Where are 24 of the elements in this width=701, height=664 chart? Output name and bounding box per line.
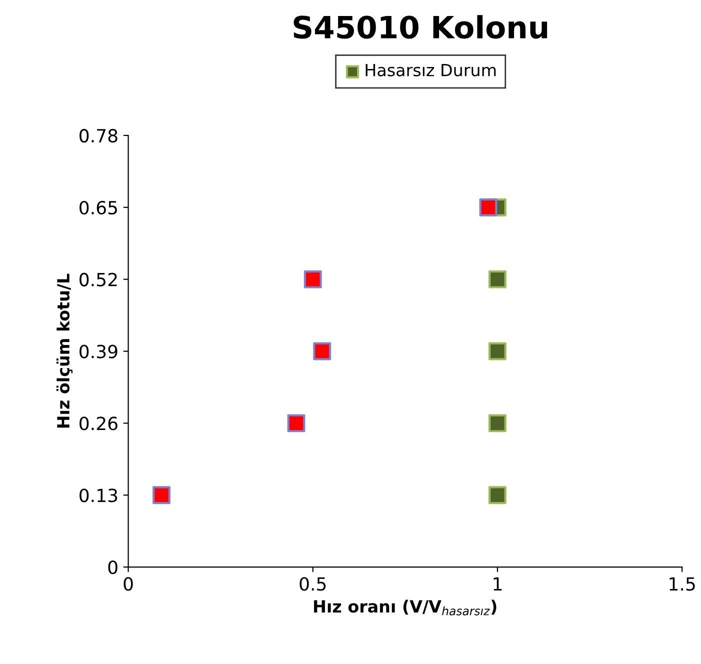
point [304, 270, 322, 288]
point [488, 414, 506, 432]
y-tick-label: 0.26 [80, 416, 118, 430]
y-tick-label: 0.39 [80, 344, 118, 358]
y-axis-title: Hız ölçüm kotu/L [56, 274, 73, 428]
point [488, 270, 506, 288]
y-tick-label: 0.13 [80, 488, 118, 502]
x-tick-label: 1.5 [670, 577, 695, 591]
y-tick-label: 0.65 [80, 200, 117, 215]
x-tick-label: 1 [494, 577, 502, 590]
point [488, 486, 506, 504]
legend-label: Hasarsız Durum [366, 64, 496, 76]
point [313, 342, 332, 360]
y-tick-label: 0.52 [80, 272, 117, 286]
y-tick-label: 0.78 [80, 128, 118, 143]
chart-title: S45010 Kolonu [294, 15, 548, 39]
point [488, 342, 506, 360]
x-tick-label: 0 [124, 577, 133, 591]
x-axis-title: Hız oranı (V/V$_{hasarsız}$) [314, 600, 496, 616]
y-tick-label: 0 [108, 560, 118, 574]
point [479, 198, 498, 216]
x-tick-label: 0.5 [300, 577, 326, 591]
point [287, 414, 306, 432]
point [152, 486, 170, 504]
